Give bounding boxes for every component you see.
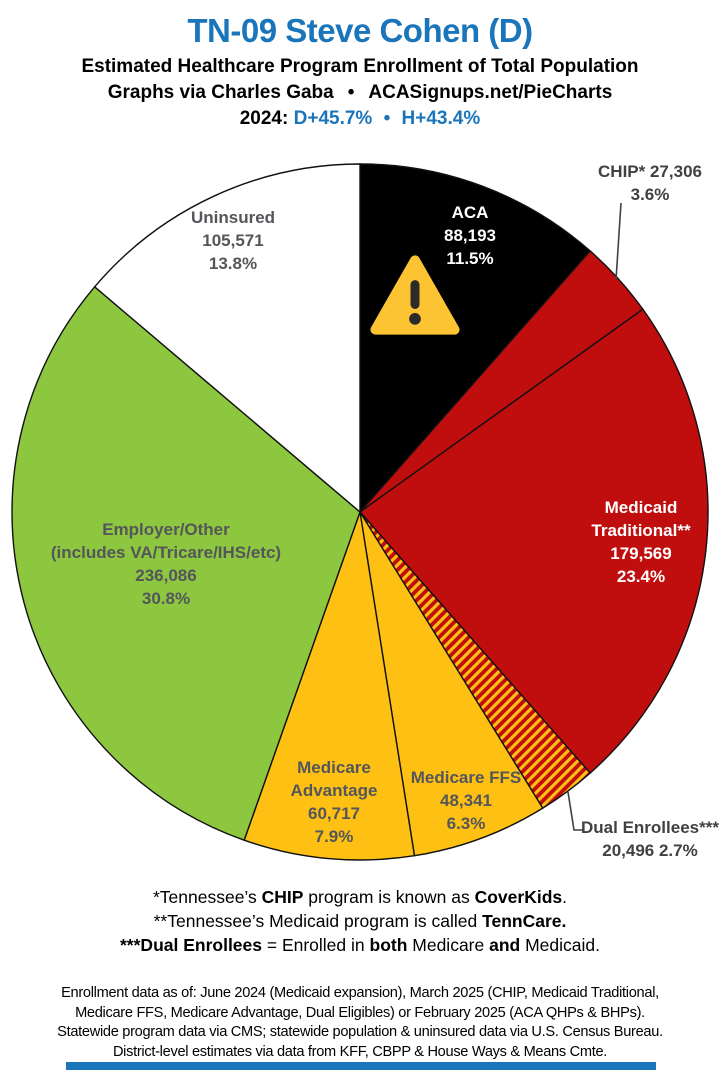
data-source-disclaimer: Enrollment data as of: June 2024 (Medica… <box>57 985 663 1060</box>
footnote-dual: ***Dual Enrollees = Enrolled in both Med… <box>120 935 600 955</box>
dem-lean-value: D+45.7% <box>293 108 373 129</box>
warning-icon <box>370 253 460 337</box>
medicare-advantage-slice-label: Medicare Advantage 60,717 7.9% <box>290 758 378 846</box>
dual-enrollees-slice-label: Dual Enrollees*** 20,496 2.7% <box>581 818 719 860</box>
chip-leader-line <box>615 202 622 281</box>
chart-subtitle: Estimated Healthcare Program Enrollment … <box>81 56 639 77</box>
credit-bullet: • <box>347 82 355 103</box>
employer-slice-label: Employer/Other (includes VA/Tricare/IHS/e… <box>50 520 282 608</box>
pie-slice-ffs <box>359 511 544 857</box>
footnotes-block: *Tennessee’s CHIP program is known as Co… <box>0 885 720 957</box>
page-title: TN-09 Steve Cohen (D) <box>187 12 533 49</box>
next-chart-title-clipped-bar <box>66 1062 656 1070</box>
lean-bullet: • <box>383 108 391 129</box>
pie-slice-uninsured <box>93 163 361 514</box>
pie-slice-employer <box>11 285 361 842</box>
dual-leader-line <box>567 791 584 831</box>
credit-author: Graphs via Charles Gaba <box>107 82 334 103</box>
chip-slice-label: CHIP* 27,306 3.6% <box>598 162 702 204</box>
pie-slice-advantage <box>243 511 416 861</box>
aca-slice-label: ACA 88,193 11.5% <box>444 203 496 268</box>
medicaid-slice-label: Medicaid Traditional** 179,569 23.4% <box>591 498 691 586</box>
pie-slice-medicaid <box>358 308 709 775</box>
pie-slices <box>11 163 709 861</box>
footnote-chip: *Tennessee’s CHIP program is known as Co… <box>152 887 568 907</box>
chart-header: TN-09 Steve Cohen (D) Estimated Healthca… <box>0 0 720 130</box>
partisan-lean-line: 2024: D+45.7% • H+43.4% <box>0 108 720 130</box>
footnote-medicaid: **Tennessee’s Medicaid program is called… <box>153 911 567 931</box>
credit-site: ACASignups.net/PieCharts <box>368 82 613 103</box>
uninsured-slice-label: Uninsured 105,571 13.8% <box>190 208 276 273</box>
house-result-value: H+43.4% <box>401 108 481 129</box>
medicare-ffs-slice-label: Medicare FFS 48,341 6.3% <box>410 768 522 833</box>
chart-credit: Graphs via Charles Gaba • ACASignups.net/P… <box>0 82 720 104</box>
year-label: 2024: <box>239 108 289 129</box>
pie-slice-aca <box>359 163 592 514</box>
